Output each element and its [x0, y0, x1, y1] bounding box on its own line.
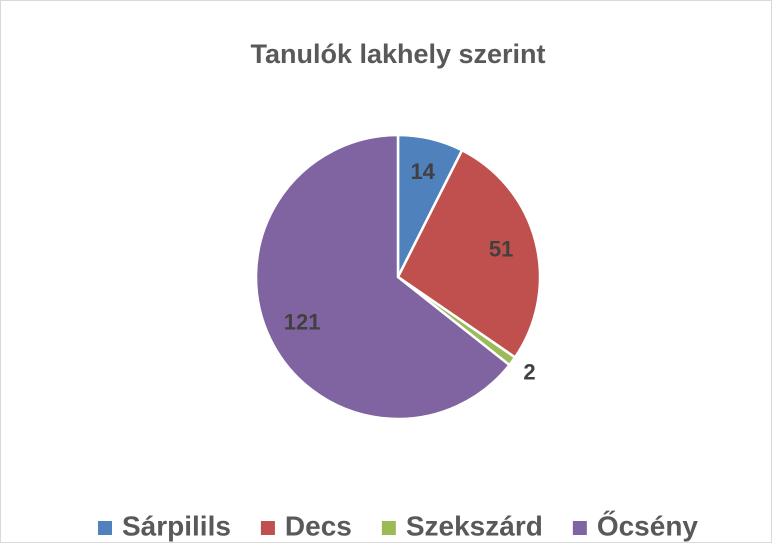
- legend-swatch: [381, 521, 396, 535]
- legend-label: Decs: [285, 510, 352, 541]
- pie-slice: [396, 148, 542, 360]
- legend-swatch: [572, 521, 587, 535]
- data-label: 14: [410, 159, 435, 184]
- legend-label: Szekszárd: [406, 510, 543, 541]
- chart-title: Tanulók lakhely szerint: [250, 39, 545, 69]
- legend-label: Őcsény: [597, 510, 699, 541]
- pie-slice: [254, 133, 512, 421]
- legend-label: Sárpilils: [122, 510, 231, 541]
- legend-swatch: [260, 521, 275, 535]
- legend-swatch: [97, 521, 112, 535]
- data-label: 2: [523, 360, 535, 385]
- data-label: 121: [284, 309, 321, 334]
- data-label: 51: [489, 236, 513, 261]
